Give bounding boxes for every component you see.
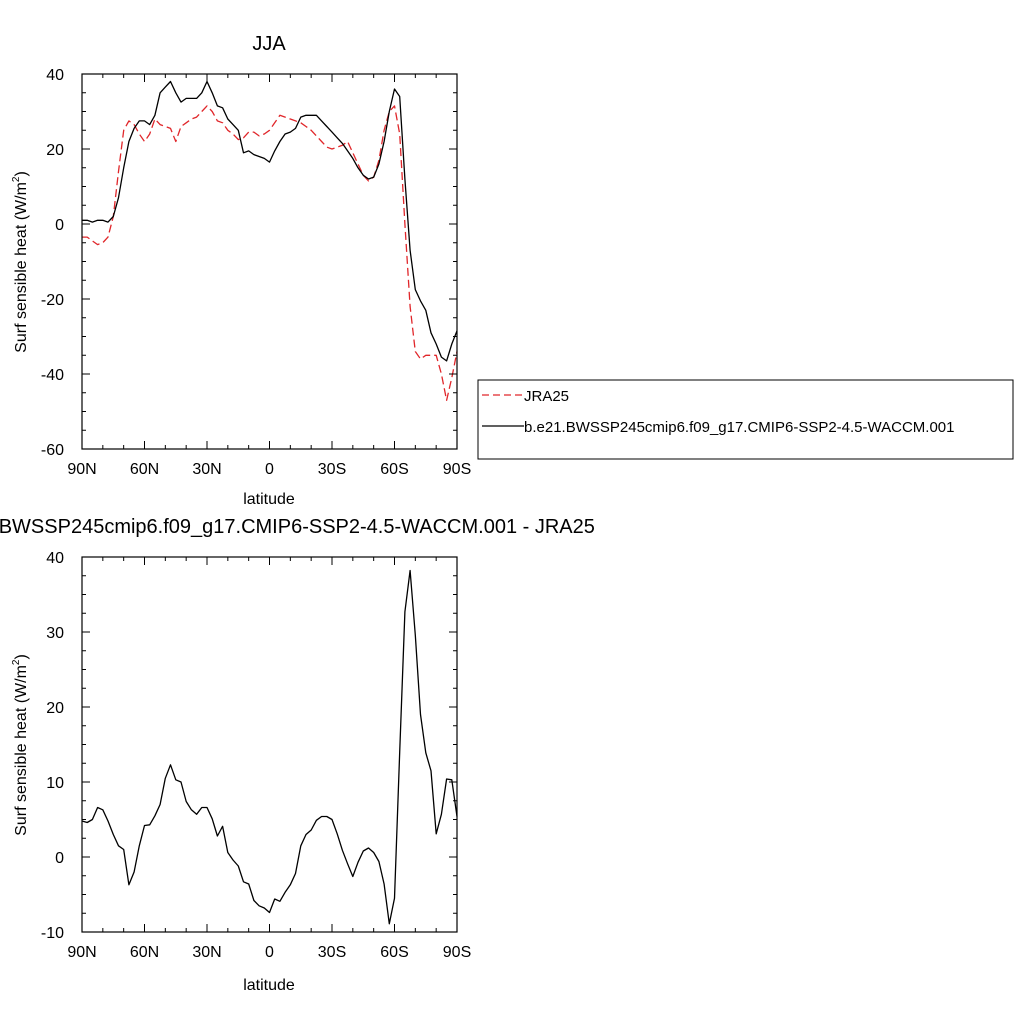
top-y-tick-label: 0 <box>55 217 64 234</box>
top-chart-ylabel-main: Surf sensible heat (W/m <box>13 182 30 353</box>
top-y-tick-label: 40 <box>46 67 64 84</box>
bottom-series-line-0 <box>81 569 458 925</box>
legend-box <box>477 379 1014 460</box>
top-series-line-0 <box>82 105 458 401</box>
bottom-y-tick-label: 0 <box>55 850 64 867</box>
top-x-tick-label: 60S <box>380 461 408 478</box>
legend: JRA25 b.e21.BWSSP245cmip6.f09_g17.CMIP6-… <box>477 379 1014 460</box>
top-x-tick-label: 0 <box>265 461 274 478</box>
top-y-tick-label: -40 <box>41 367 64 384</box>
bottom-x-tick-label: 90S <box>443 944 471 961</box>
top-x-tick-label: 60N <box>130 461 159 478</box>
top-chart-series-layer <box>82 80 458 401</box>
bottom-x-tick-label: 90N <box>67 944 96 961</box>
bottom-chart-ylabel-superscript: 2 <box>11 659 22 665</box>
bottom-chart-ylabel-end: ) <box>13 654 30 659</box>
bottom-x-tick-label: 0 <box>265 944 274 961</box>
top-chart-title: JJA <box>252 33 286 55</box>
bottom-chart: b.e21.BWSSP245cmip6.f09_g17.CMIP6-SSP2-4… <box>0 516 595 994</box>
bottom-x-tick-label: 60S <box>380 944 408 961</box>
bottom-y-tick-label: 40 <box>46 550 64 567</box>
top-chart-xlabel: latitude <box>243 491 295 508</box>
bottom-chart-axes: 90N 60N 30N 0 30S 60S 90S -10 0 10 20 30 40 <box>41 550 471 961</box>
top-x-tick-label: 90S <box>443 461 471 478</box>
bottom-chart-frame <box>81 556 458 933</box>
bottom-x-tick-label: 30N <box>192 944 221 961</box>
bottom-y-tick-label: 30 <box>46 625 64 642</box>
top-y-tick-label: -60 <box>41 442 64 459</box>
bottom-chart-ylabel: Surf sensible heat (W/m2) <box>11 654 30 836</box>
top-chart: JJA 90N 60N 30N 0 30S 60S 90S -60 -40 -20 0 20 40 la… <box>11 33 471 508</box>
bottom-chart-series-layer <box>81 569 458 925</box>
top-y-tick-label: -20 <box>41 292 64 309</box>
top-x-tick-label: 30S <box>318 461 346 478</box>
top-chart-ylabel: Surf sensible heat (W/m2) <box>11 171 30 353</box>
top-chart-axes: 90N 60N 30N 0 30S 60S 90S -60 -40 -20 0 20 40 <box>41 67 471 478</box>
top-chart-ylabel-superscript: 2 <box>11 176 22 182</box>
bottom-chart-ylabel-main: Surf sensible heat (W/m <box>13 665 30 836</box>
bottom-y-tick-label: 20 <box>46 700 64 717</box>
bottom-x-tick-label: 30S <box>318 944 346 961</box>
bottom-y-tick-label: -10 <box>41 925 64 942</box>
legend-entry-jra25: JRA25 <box>524 388 569 405</box>
bottom-y-tick-label: 10 <box>46 775 64 792</box>
legend-entry-waccm: b.e21.BWSSP245cmip6.f09_g17.CMIP6-SSP2-4… <box>524 419 954 436</box>
top-chart-ylabel-end: ) <box>13 171 30 176</box>
bottom-x-tick-label: 60N <box>130 944 159 961</box>
top-series-line-1 <box>82 80 458 362</box>
bottom-chart-xlabel: latitude <box>243 977 295 994</box>
top-y-tick-label: 20 <box>46 142 64 159</box>
bottom-chart-title: b.e21.BWSSP245cmip6.f09_g17.CMIP6-SSP2-4… <box>0 516 595 538</box>
top-x-tick-label: 30N <box>192 461 221 478</box>
top-x-tick-label: 90N <box>67 461 96 478</box>
